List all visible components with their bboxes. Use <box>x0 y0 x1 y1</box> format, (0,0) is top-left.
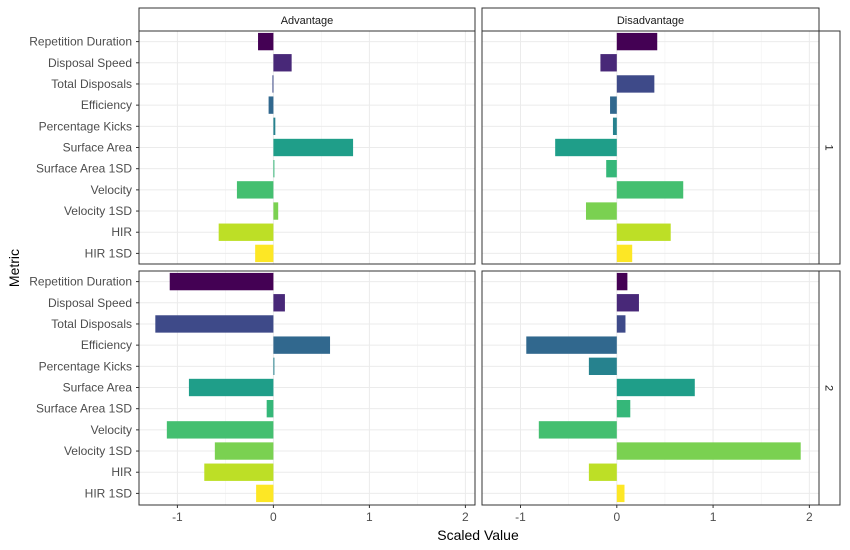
x-tick-label: 1 <box>366 510 373 524</box>
panel-border <box>481 30 820 265</box>
y-tick-label: Percentage Kicks <box>39 359 132 373</box>
x-tick-label: 0 <box>270 510 277 524</box>
bar-surface-area-1sd <box>606 159 617 178</box>
y-tick-label: Velocity 1SD <box>64 204 132 218</box>
bar-hir-1sd <box>256 484 274 503</box>
bar-surface-area <box>273 138 354 157</box>
bar-hir <box>218 223 274 241</box>
y-tick-label: Disposal Speed <box>48 296 132 310</box>
y-tick-label: Repetition Duration <box>29 275 132 289</box>
bar-velocity <box>236 181 274 199</box>
bar-disposal-speed <box>273 294 285 312</box>
y-tick-label: Surface Area 1SD <box>36 162 132 176</box>
y-tick-label: Velocity 1SD <box>64 444 132 458</box>
bar-efficiency <box>526 336 617 354</box>
y-tick-label: Repetition Duration <box>29 35 132 49</box>
bar-total-disposals <box>155 315 274 333</box>
y-tick-label: Efficiency <box>81 338 132 352</box>
facet-row-label: 1 <box>823 144 835 150</box>
bar-percentage-kicks <box>273 357 275 376</box>
bar-repetition-duration <box>616 32 658 51</box>
bar-disposal-speed <box>600 54 617 72</box>
bar-hir-1sd <box>255 244 274 263</box>
bar-hir <box>616 223 671 241</box>
y-tick-label: HIR <box>111 465 132 479</box>
bar-percentage-kicks <box>612 117 617 136</box>
facet-strip-label: Advantage <box>281 15 334 27</box>
bar-disposal-speed <box>273 54 292 72</box>
y-tick-label: Surface Area <box>63 141 133 155</box>
bar-disposal-speed <box>616 294 639 312</box>
y-axis-title: Metric <box>6 249 22 287</box>
bar-velocity-1sd <box>616 442 801 460</box>
bar-velocity <box>616 181 684 199</box>
bar-surface-area <box>188 378 274 397</box>
x-tick-label: -1 <box>172 510 183 524</box>
bar-hir-1sd <box>616 484 625 503</box>
bar-total-disposals <box>272 75 274 93</box>
bar-percentage-kicks <box>273 117 276 136</box>
bar-hir <box>204 463 274 481</box>
bar-efficiency <box>273 336 331 354</box>
bar-surface-area <box>555 138 617 157</box>
y-tick-label: HIR 1SD <box>85 246 133 260</box>
y-tick-label: HIR <box>111 225 132 239</box>
y-tick-label: Efficiency <box>81 98 132 112</box>
bar-efficiency <box>610 96 617 114</box>
y-tick-label: Total Disposals <box>51 77 132 91</box>
bar-repetition-duration <box>616 272 628 291</box>
bar-velocity <box>538 421 617 439</box>
bar-percentage-kicks <box>588 357 617 376</box>
x-tick-label: 1 <box>710 510 717 524</box>
bar-surface-area-1sd <box>616 399 631 418</box>
y-tick-label: Disposal Speed <box>48 56 132 70</box>
facet-row-label: 2 <box>823 385 835 391</box>
bar-repetition-duration <box>258 32 274 51</box>
x-tick-label: -1 <box>515 510 526 524</box>
y-tick-label: Velocity <box>91 423 132 437</box>
facet-strip-label: Disadvantage <box>617 15 684 27</box>
bar-surface-area-1sd <box>266 399 274 418</box>
x-axis-title: Scaled Value <box>437 527 519 543</box>
bar-efficiency <box>268 96 274 114</box>
panel-border <box>481 270 820 506</box>
bar-hir <box>588 463 617 481</box>
x-tick-label: 0 <box>613 510 620 524</box>
y-tick-label: Surface Area 1SD <box>36 402 132 416</box>
x-tick-label: 2 <box>462 510 469 524</box>
bar-total-disposals <box>616 75 655 93</box>
bar-hir-1sd <box>616 244 633 263</box>
bar-surface-area-1sd <box>273 159 275 178</box>
y-tick-label: Percentage Kicks <box>39 119 132 133</box>
bar-velocity-1sd <box>214 442 274 460</box>
y-tick-label: Total Disposals <box>51 317 132 331</box>
bar-velocity-1sd <box>585 202 617 220</box>
bar-surface-area <box>616 378 695 397</box>
bar-repetition-duration <box>169 272 274 291</box>
bar-velocity <box>166 421 274 439</box>
y-tick-label: Surface Area <box>63 381 133 395</box>
y-tick-label: HIR 1SD <box>85 486 133 500</box>
x-tick-label: 2 <box>806 510 813 524</box>
bar-velocity-1sd <box>273 202 279 220</box>
y-tick-label: Velocity <box>91 183 132 197</box>
bar-total-disposals <box>616 315 626 333</box>
